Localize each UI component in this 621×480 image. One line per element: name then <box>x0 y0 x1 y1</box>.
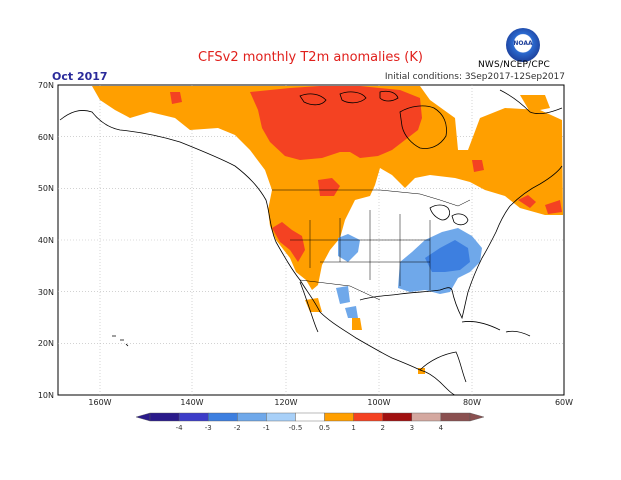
forecast-period: Oct 2017 <box>52 70 108 83</box>
lon-label: 100W <box>367 398 390 407</box>
colorbar-segment <box>178 412 209 422</box>
colorbar-tick-label: -2 <box>234 424 241 432</box>
lon-label: 80W <box>463 398 481 407</box>
latitude-labels: 70N 60N 50N 40N 30N 20N 10N <box>38 81 54 400</box>
lat-label: 10N <box>38 391 54 400</box>
lat-label: 40N <box>38 236 54 245</box>
colorbar-tick-label: 4 <box>439 424 444 432</box>
colorbar-segment <box>237 412 267 422</box>
lat-label: 20N <box>38 339 54 348</box>
colorbar-arrow-right <box>469 412 485 422</box>
colorbar-segment <box>411 412 442 422</box>
colorbar: -4 -3 -2 -1 -0.5 0.5 1 2 3 4 <box>135 412 485 432</box>
colorbar-segment <box>440 412 471 422</box>
colorbar-tick-label: -4 <box>176 424 184 432</box>
colorbar-segment <box>295 412 325 422</box>
cool-anomaly-dark <box>425 240 470 272</box>
colorbar-tick-label: 1 <box>351 424 355 432</box>
colorbar-arrow-left <box>135 412 151 422</box>
colorbar-tick-label: 2 <box>380 424 384 432</box>
lon-label: 160W <box>88 398 111 407</box>
colorbar-segment <box>353 412 383 422</box>
lat-label: 60N <box>38 133 54 142</box>
colorbar-segment <box>324 412 354 422</box>
colorbar-tick-label: 3 <box>410 424 414 432</box>
lon-label: 60W <box>555 398 573 407</box>
colorbar-segment <box>266 412 296 422</box>
borders <box>272 189 471 301</box>
agency-label: NWS/NCEP/CPC <box>478 60 550 70</box>
colorbar-segment <box>149 412 180 422</box>
lat-label: 70N <box>38 81 54 90</box>
map-title: CFSv2 monthly T2m anomalies (K) <box>198 50 423 65</box>
noaa-logo: NOAA <box>506 28 540 62</box>
coastlines <box>59 89 563 396</box>
colorbar-tick-label: -3 <box>205 424 212 432</box>
colorbar-tick-label: 0.5 <box>319 424 330 432</box>
colorbar-segment <box>207 412 238 422</box>
colorbar-segment <box>382 412 413 422</box>
lon-label: 140W <box>180 398 203 407</box>
lat-label: 30N <box>38 288 54 297</box>
longitude-labels: 160W 140W 120W 100W 80W 60W <box>88 398 573 407</box>
lon-label: 120W <box>274 398 297 407</box>
lat-label: 50N <box>38 184 54 193</box>
colorbar-tick-label: -0.5 <box>289 424 303 432</box>
colorbar-tick-label: -1 <box>263 424 270 432</box>
initial-conditions: Initial conditions: 3Sep2017-12Sep2017 <box>384 72 565 82</box>
warm-anomaly-red <box>170 86 562 262</box>
